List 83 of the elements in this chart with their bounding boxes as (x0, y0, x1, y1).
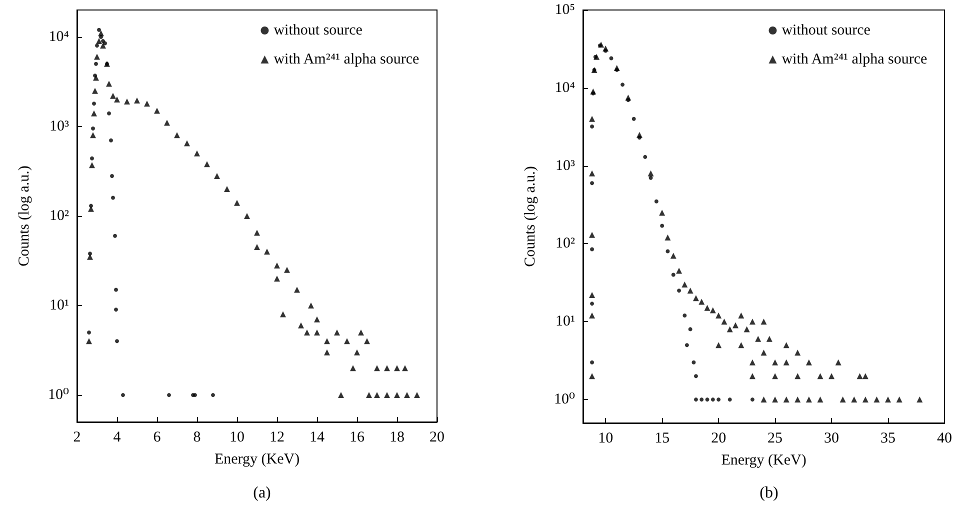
point (654, 199, 658, 204)
point (110, 174, 114, 178)
point (590, 181, 594, 186)
point (590, 247, 594, 252)
y-tick-label: 10² (50, 208, 70, 224)
point (109, 138, 113, 142)
legend-label: with Am²⁴¹ alpha source (274, 52, 420, 68)
point (694, 398, 698, 402)
x-tick-label: 15 (654, 430, 670, 446)
point (677, 288, 682, 293)
point (728, 398, 732, 402)
y-tick-label: 10¹ (50, 298, 69, 314)
x-tick-label: 40 (937, 430, 952, 446)
point (87, 330, 91, 334)
x-tick-label: 6 (153, 430, 162, 446)
point (113, 234, 117, 238)
point (590, 302, 594, 306)
legend-label: without source (274, 22, 363, 38)
y-tick-label: 10³ (50, 118, 70, 134)
point (684, 343, 689, 348)
point (95, 44, 99, 48)
x-tick-label: 2 (73, 430, 81, 446)
point (94, 62, 98, 66)
point (660, 224, 664, 228)
point (167, 393, 171, 398)
y-tick-label: 10⁰ (554, 392, 575, 408)
point (750, 398, 754, 402)
y-tick-label: 10⁴ (554, 80, 575, 96)
point (92, 102, 96, 106)
y-tick-label: 10³ (556, 158, 576, 174)
point (705, 398, 710, 402)
x-tick-label: 35 (880, 430, 896, 446)
point (620, 82, 625, 87)
y-tick-label: 10⁴ (48, 28, 69, 45)
legend-label: with Am²⁴¹ alpha source (782, 52, 928, 68)
x-axis-title: Energy (KeV) (721, 452, 806, 468)
point (688, 327, 692, 332)
y-tick-label: 10⁵ (554, 2, 575, 18)
point (694, 374, 698, 378)
legend-label: without source (782, 22, 871, 38)
point (121, 393, 125, 398)
x-tick-label: 25 (768, 430, 783, 446)
x-tick-label: 4 (113, 430, 122, 446)
text: (b) (760, 484, 778, 502)
x-tick-label: 20 (430, 430, 444, 446)
point (710, 398, 715, 402)
x-tick-label: 8 (193, 430, 201, 446)
y-tick-label: 10⁰ (48, 387, 69, 404)
point (700, 398, 704, 402)
x-tick-label: 30 (824, 430, 840, 446)
point (115, 339, 119, 344)
point (632, 116, 636, 121)
x-tick-label: 20 (711, 430, 726, 446)
text: (a) (253, 484, 271, 502)
point (590, 360, 594, 364)
x-tick-label: 16 (350, 430, 365, 446)
point (682, 313, 687, 318)
point (590, 124, 594, 128)
point (666, 249, 670, 254)
x-tick-label: 18 (390, 430, 404, 446)
point (88, 252, 92, 256)
point (671, 272, 676, 277)
x-tick-label: 12 (270, 430, 284, 446)
y-axis-title: Counts (log a.u.) (16, 166, 32, 266)
point (90, 156, 94, 160)
x-tick-label: 10 (230, 430, 244, 446)
x-tick-label: 10 (598, 430, 614, 446)
point (111, 196, 115, 200)
point (211, 393, 215, 398)
y-tick-label: 10² (556, 236, 576, 252)
point (91, 126, 95, 130)
point (114, 288, 118, 292)
y-tick-label: 10¹ (556, 314, 575, 330)
x-tick-label: 14 (310, 430, 325, 446)
y-axis-title: Counts (log a.u.) (522, 166, 538, 267)
point (609, 56, 614, 60)
point (643, 154, 648, 159)
point (107, 111, 111, 116)
point (692, 360, 696, 364)
point (114, 308, 118, 312)
point (716, 398, 721, 402)
point (97, 28, 101, 32)
x-axis-title: Energy (KeV) (214, 452, 300, 468)
